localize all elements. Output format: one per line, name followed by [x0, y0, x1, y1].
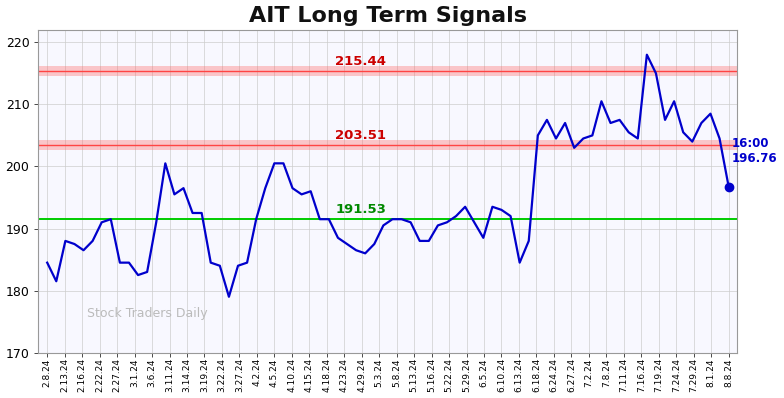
- Text: Stock Traders Daily: Stock Traders Daily: [87, 307, 208, 320]
- Bar: [38, 66, 738, 76]
- Text: 203.51: 203.51: [335, 129, 387, 142]
- Bar: [38, 140, 738, 150]
- Text: 191.53: 191.53: [336, 203, 386, 216]
- Text: 16:00
196.76: 16:00 196.76: [732, 137, 778, 165]
- Title: AIT Long Term Signals: AIT Long Term Signals: [249, 6, 527, 25]
- Text: 215.44: 215.44: [335, 55, 387, 68]
